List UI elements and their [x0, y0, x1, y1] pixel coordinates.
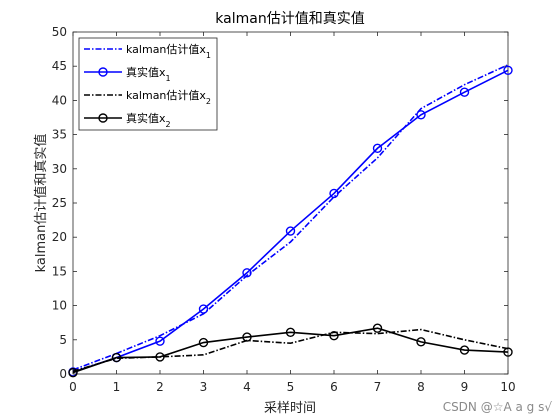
- legend-marker-2: [98, 67, 108, 77]
- series-4-point: [503, 347, 513, 357]
- series-4-point: [68, 367, 78, 378]
- legend-label-2: 真实值x1: [126, 65, 171, 83]
- y-tick-label: 25: [52, 196, 67, 210]
- y-tick-label: 20: [52, 230, 67, 244]
- series-4-point: [242, 332, 252, 342]
- legend-label-1: kalman估计值x1: [126, 43, 211, 60]
- series-4-point: [198, 337, 209, 348]
- y-tick-label: 40: [52, 93, 67, 107]
- x-tick-label: 8: [417, 380, 425, 394]
- series-2-point: [285, 226, 296, 236]
- series-4-point: [111, 352, 122, 363]
- series-4-point: [459, 345, 470, 355]
- y-tick-label: 30: [52, 162, 67, 176]
- series-2-point: [329, 188, 339, 199]
- legend-marker-4: [98, 113, 108, 123]
- y-tick-label: 45: [52, 59, 67, 73]
- x-axis-label: 采样时间: [264, 401, 316, 416]
- x-tick-label: 3: [200, 380, 208, 394]
- y-tick-label: 15: [52, 264, 67, 278]
- legend-label-3: kalman估计值x2: [126, 89, 211, 106]
- series-layer: [68, 64, 513, 378]
- y-tick-label: 35: [52, 128, 67, 142]
- series-4-point: [416, 337, 426, 347]
- x-tick-label: 1: [113, 380, 121, 394]
- series-line-1: [72, 64, 509, 371]
- series-line-4: [72, 327, 509, 374]
- y-tick-label: 10: [52, 299, 67, 313]
- series-2-point: [155, 336, 165, 346]
- series-2-point: [503, 65, 513, 76]
- chart-title: kalman估计值和真实值: [215, 11, 364, 27]
- series-line-2: [72, 69, 509, 373]
- y-tick-label: 5: [59, 333, 67, 347]
- y-axis-label: kalman估计值和真实值: [33, 134, 49, 273]
- x-tick-label: 5: [287, 380, 295, 394]
- y-tick-labels: 0 5 10 15 20 25 30 35 40 45 50: [52, 25, 67, 381]
- series-4-point: [329, 330, 339, 341]
- series-2-point: [242, 268, 252, 278]
- series-4-point: [285, 327, 296, 337]
- y-tick-label: 0: [59, 367, 67, 381]
- series-4-point: [155, 352, 165, 362]
- x-tick-label: 10: [500, 380, 515, 394]
- watermark: CSDN @☆A a g s√: [442, 400, 552, 414]
- series-4-point: [372, 323, 383, 333]
- series-2-point: [198, 304, 209, 314]
- x-tick-label: 6: [330, 380, 338, 394]
- x-tick-label: 9: [461, 380, 469, 394]
- legend-label-4: 真实值x2: [126, 111, 171, 129]
- y-tick-label: 50: [52, 25, 67, 39]
- x-tick-label: 4: [243, 380, 251, 394]
- series-2-point: [416, 110, 426, 120]
- legend: kalman估计值x1 真实值x1 kalman估计值x2 真实值x2: [78, 37, 218, 131]
- x-tick-label: 7: [374, 380, 382, 394]
- x-tick-label: 2: [156, 380, 164, 394]
- series-2-point: [372, 143, 383, 153]
- x-tick-label: 0: [69, 380, 77, 394]
- series-2-point: [459, 87, 470, 97]
- x-tick-labels: 0 1 2 3 4 5 6 7 8 9 10: [69, 380, 515, 394]
